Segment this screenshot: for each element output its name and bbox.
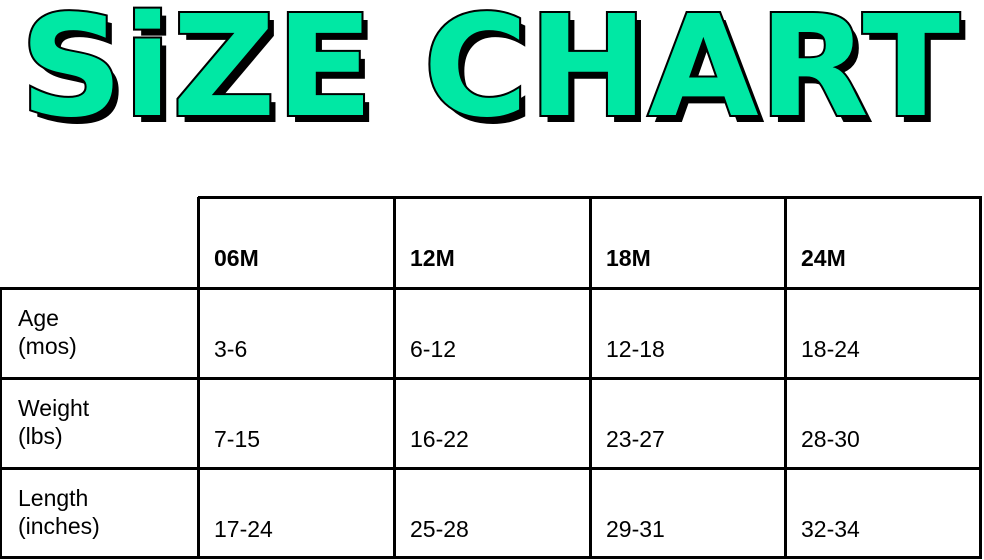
- page-title: SiZE CHART: [18, 0, 962, 150]
- grid-line-vertical: [0, 288, 2, 558]
- table-cell: 18-24: [801, 336, 860, 362]
- column-header: 24M: [801, 245, 846, 271]
- row-label-line: (lbs): [18, 423, 63, 449]
- row-label-line: (mos): [18, 333, 77, 359]
- table-cell: 25-28: [410, 516, 469, 542]
- grid-line-horizontal: [0, 556, 982, 559]
- row-label-line: Age: [18, 305, 59, 331]
- table-cell: 32-34: [801, 516, 860, 542]
- row-label: Age (mos): [0, 288, 198, 378]
- table-cell: 7-15: [214, 426, 261, 452]
- column-header: 18M: [606, 245, 651, 271]
- grid-line-horizontal: [0, 377, 982, 380]
- column-header: 06M: [214, 245, 259, 271]
- grid-line-horizontal: [198, 196, 982, 199]
- row-label-line: Weight: [18, 395, 90, 421]
- row-label-line: (inches): [18, 513, 100, 539]
- table-cell: 3-6: [214, 336, 248, 362]
- table-cell: 6-12: [410, 336, 457, 362]
- row-label: Weight (lbs): [0, 378, 198, 468]
- table-cell: 12-18: [606, 336, 665, 362]
- grid-line-horizontal: [0, 287, 982, 290]
- row-label-line: Length: [18, 485, 89, 511]
- table-cell: 17-24: [214, 516, 273, 542]
- grid-line-horizontal: [0, 467, 982, 470]
- table-cell: 23-27: [606, 426, 665, 452]
- column-header: 12M: [410, 245, 455, 271]
- row-label: Length (inches): [0, 468, 198, 557]
- table-cell: 29-31: [606, 516, 665, 542]
- table-cell: 16-22: [410, 426, 469, 452]
- table-cell: 28-30: [801, 426, 860, 452]
